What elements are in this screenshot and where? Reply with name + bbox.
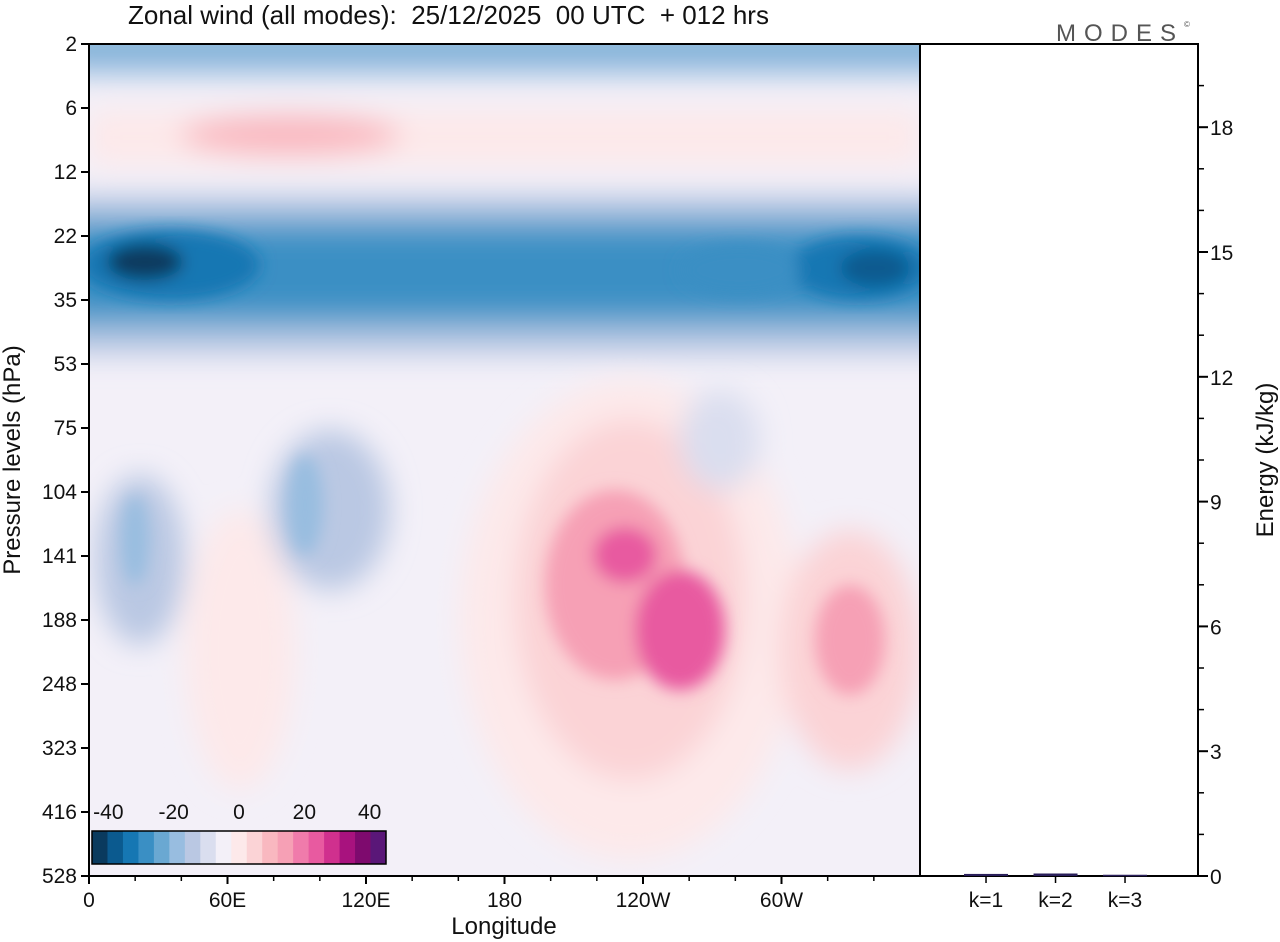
upper-easterly-band <box>89 44 920 75</box>
modes-logo: MODES© <box>1056 20 1190 47</box>
colorbar-frame <box>91 830 387 865</box>
x-tick-label: 120E <box>341 889 390 912</box>
x-tick-label: 60W <box>760 889 803 912</box>
energy-axis-title: Energy (kJ/kg) <box>1252 383 1279 538</box>
x-tick-label: 120W <box>616 889 671 912</box>
colorbar-swatch <box>200 831 217 864</box>
westerly-east-core <box>815 585 885 695</box>
y-tick-label: 6 <box>65 97 77 120</box>
colorbar-swatch <box>370 831 387 864</box>
x-tick-label: 0 <box>83 889 95 912</box>
jet-core-east-max <box>840 250 910 286</box>
bar-category-label: k=3 <box>1108 889 1142 912</box>
colorbar-swatch <box>246 831 263 864</box>
jet-core-west-max <box>107 244 183 280</box>
zonal-wind-heatmap <box>89 44 920 876</box>
energy-tick-label: 0 <box>1210 866 1222 889</box>
colorbar-swatch <box>138 831 155 864</box>
y-tick-label: 12 <box>54 161 77 184</box>
y-tick-label: 323 <box>42 737 77 760</box>
bar-category-label: k=2 <box>1038 889 1072 912</box>
colorbar-swatch <box>231 831 248 864</box>
colorbar-label: -40 <box>93 801 123 824</box>
colorbar-swatch <box>107 831 124 864</box>
energy-tick-label: 9 <box>1210 492 1222 515</box>
y-tick-label: 248 <box>42 673 77 696</box>
energy-bar <box>1103 874 1148 877</box>
colorbar-swatch <box>169 831 186 864</box>
colorbar-label: 40 <box>358 801 381 824</box>
x-tick-label: 180 <box>487 889 522 912</box>
colorbar-swatch <box>277 831 294 864</box>
colorbar-swatch <box>339 831 356 864</box>
upper-westerly-max <box>180 115 400 155</box>
energy-panel-frame <box>919 43 1199 877</box>
energy-tick-label: 15 <box>1210 242 1233 265</box>
colorbar-swatch <box>92 831 108 864</box>
colorbar-swatch <box>355 831 372 864</box>
jet-secondary-core <box>680 245 800 295</box>
energy-tick-label: 6 <box>1210 616 1222 639</box>
copyright-mark: © <box>1184 20 1190 29</box>
y-tick-label: 141 <box>42 545 77 568</box>
y-tick-label: 528 <box>42 865 77 888</box>
colorbar-swatch <box>122 831 139 864</box>
y-tick-label: 75 <box>54 417 77 440</box>
easterly-core-central <box>287 455 323 555</box>
colorbar-label: 0 <box>233 801 245 824</box>
energy-tick-label: 12 <box>1210 367 1233 390</box>
pressure-axis: 2 6 12 22 35 53 75 104 141 188 248 323 416 528 <box>42 33 89 888</box>
colorbar-swatch <box>324 831 341 864</box>
y-tick-label: 35 <box>54 289 77 312</box>
energy-tick-label: 18 <box>1210 117 1233 140</box>
energy-bar <box>1033 873 1078 876</box>
longitude-axis: 0 60E 120E 180 120W 60W <box>83 876 875 912</box>
easterly-blob-east <box>680 390 760 490</box>
energy-axis: 0 3 6 9 12 15 18 <box>1198 84 1233 889</box>
westerly-weak-west <box>185 510 295 790</box>
y-tick-label: 416 <box>42 801 77 824</box>
energy-bar <box>964 873 1009 876</box>
colorbar: -40 -20 0 20 40 <box>91 801 387 865</box>
y-tick-label: 2 <box>65 33 77 56</box>
chart-title: Zonal wind (all modes): 25/12/2025 00 UT… <box>128 0 769 30</box>
y-tick-label: 22 <box>54 225 77 248</box>
y-tick-label: 188 <box>42 609 77 632</box>
colorbar-swatch <box>153 831 170 864</box>
westerly-core-max <box>635 570 725 690</box>
colorbar-swatch <box>293 831 310 864</box>
colorbar-label: -20 <box>158 801 188 824</box>
bar-category-label: k=1 <box>969 889 1003 912</box>
x-tick-label: 60E <box>209 889 246 912</box>
y-tick-label: 104 <box>42 481 77 504</box>
colorbar-swatch <box>308 831 325 864</box>
y-tick-label: 53 <box>54 353 77 376</box>
x-axis-title: Longitude <box>451 913 556 940</box>
energy-tick-label: 3 <box>1210 741 1222 764</box>
easterly-core-west <box>121 495 149 585</box>
y-axis-title: Pressure levels (hPa) <box>0 345 26 574</box>
colorbar-swatch <box>262 831 279 864</box>
colorbar-label: 20 <box>293 801 316 824</box>
colorbar-swatch <box>184 831 201 864</box>
energy-bars: k=1 k=2 k=3 <box>964 873 1148 912</box>
westerly-core-upper <box>593 527 657 583</box>
colorbar-swatch <box>215 831 232 864</box>
upper-easterly-core <box>89 44 920 50</box>
